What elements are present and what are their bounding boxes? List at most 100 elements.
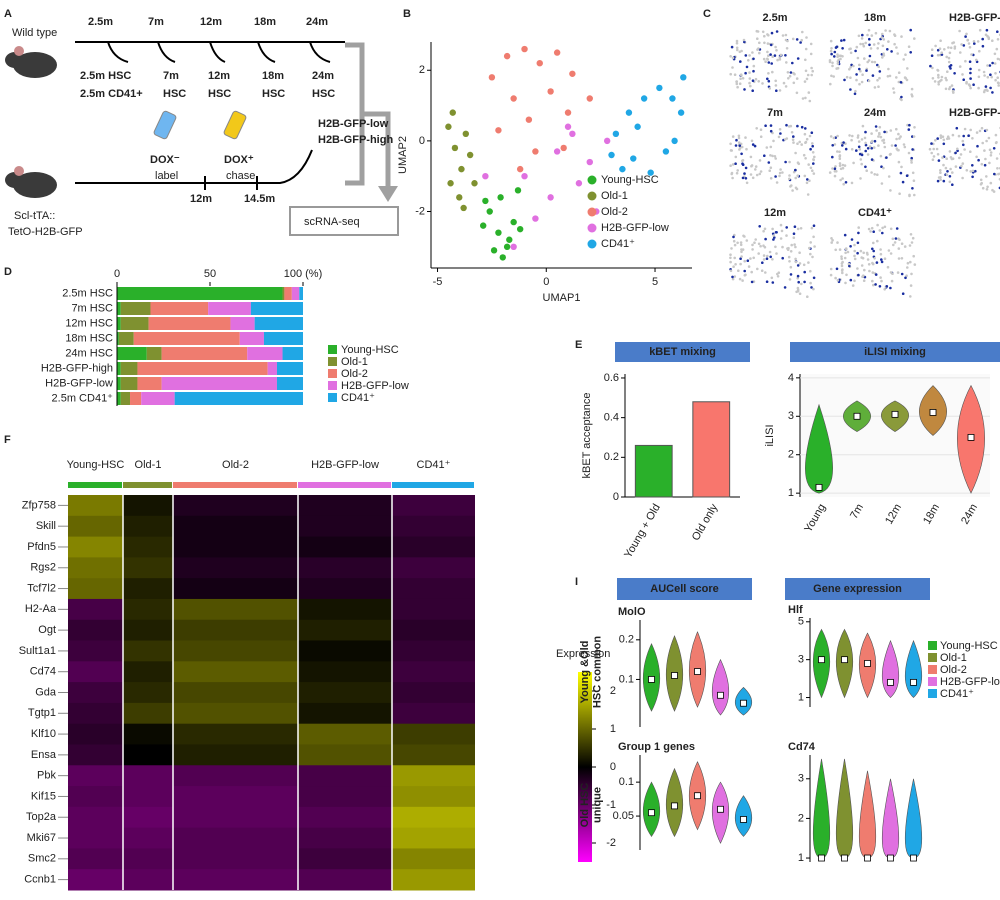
cell-dot	[832, 136, 836, 140]
cell-dot	[875, 129, 878, 132]
cell-dot	[750, 280, 754, 284]
cell-dot	[883, 225, 887, 229]
cell-dot	[897, 71, 901, 74]
diagram-label: H2B-GFP-high	[318, 134, 393, 146]
cell-dot	[750, 164, 754, 167]
cell-dot	[867, 28, 871, 32]
point	[669, 95, 676, 102]
heatmap-cell	[68, 869, 123, 891]
cell-dot	[905, 274, 908, 278]
heatmap-cell	[298, 786, 392, 808]
cell-dot	[829, 267, 833, 271]
heatmap-cell	[298, 578, 392, 600]
cell-dot	[761, 82, 764, 85]
heatmap-cell	[173, 786, 298, 808]
column-bar	[123, 482, 172, 488]
cell-dot	[756, 267, 759, 271]
cell-dot	[936, 48, 940, 52]
cell-dot	[965, 82, 968, 85]
cell-dot	[766, 57, 769, 61]
cell-dot	[775, 49, 778, 52]
cell-dot	[941, 156, 944, 159]
cell-dot	[747, 59, 750, 62]
cell-dot	[751, 248, 754, 251]
cell-dot	[853, 257, 857, 261]
cell-dot	[975, 58, 978, 62]
cell-dot	[749, 155, 753, 159]
cell-dot	[762, 258, 766, 261]
heatmap-cell	[298, 495, 392, 517]
cell-dot	[831, 167, 834, 170]
cell-dot	[794, 186, 798, 190]
cell-dot	[796, 161, 800, 164]
violin	[881, 639, 900, 698]
point	[516, 225, 524, 233]
cell-dot	[836, 150, 839, 153]
cell-dot	[880, 36, 884, 39]
cell-dot	[792, 232, 796, 235]
heatmap-cell	[392, 619, 475, 642]
cell-dot	[737, 136, 741, 140]
cell-dot	[844, 251, 847, 255]
cell-dot	[770, 276, 774, 280]
bracket	[345, 42, 365, 186]
cell-dot	[754, 165, 758, 168]
heatmap-cell	[173, 702, 298, 725]
cell-dot	[812, 224, 816, 227]
cell-dot	[880, 279, 883, 283]
bar-segment	[161, 377, 277, 390]
diagram-label: 12m	[200, 16, 222, 28]
point	[460, 204, 467, 212]
cell-dot	[759, 135, 763, 138]
heatmap-cell	[68, 827, 123, 849]
point	[462, 130, 469, 138]
cell-dot	[969, 170, 972, 173]
heatmap-cell	[392, 786, 475, 808]
cell-dot	[739, 142, 743, 146]
cell-dot	[789, 265, 793, 269]
cell-dot	[881, 226, 884, 230]
cell-dot	[974, 169, 977, 173]
y-tick-label: 2	[798, 812, 804, 824]
point	[466, 151, 474, 159]
heatmap-cell	[173, 869, 298, 891]
cell-dot	[742, 234, 745, 238]
cell-dot	[743, 274, 747, 277]
heatmap-cell	[173, 806, 298, 829]
cell-dot	[981, 141, 984, 145]
cell-dot	[983, 74, 986, 77]
cell-dot	[895, 227, 899, 230]
cell-dot	[840, 255, 843, 258]
heatmap-cell	[68, 682, 123, 704]
cell-dot	[902, 58, 905, 61]
cell-dot	[730, 149, 733, 152]
cell-dot	[972, 40, 976, 43]
arrow	[257, 41, 276, 63]
cell-dot	[944, 166, 948, 170]
cell-dot	[794, 245, 797, 249]
heatmap-cell	[123, 619, 173, 642]
cell-dot	[870, 34, 874, 37]
bar-segment	[117, 362, 121, 375]
cell-dot	[878, 70, 882, 73]
point	[480, 222, 487, 229]
cell-dot	[897, 257, 901, 260]
panel-header-text: iLISI mixing	[864, 346, 926, 358]
cell-dot	[958, 156, 961, 160]
point	[486, 208, 493, 215]
cell-dot	[811, 69, 814, 73]
cell-dot	[735, 46, 739, 50]
heatmap-cell	[123, 536, 173, 558]
bar-segment	[120, 362, 138, 375]
cell-dot	[858, 82, 861, 86]
cell-dot	[841, 163, 845, 167]
cell-dot	[769, 53, 772, 56]
cell-dot	[843, 164, 847, 167]
cell-dot	[758, 159, 762, 162]
cell-dot	[853, 92, 857, 96]
cell-dot	[769, 166, 773, 169]
cell-dot	[948, 51, 952, 55]
cell-dot	[882, 38, 886, 41]
legend-swatch	[587, 191, 597, 201]
